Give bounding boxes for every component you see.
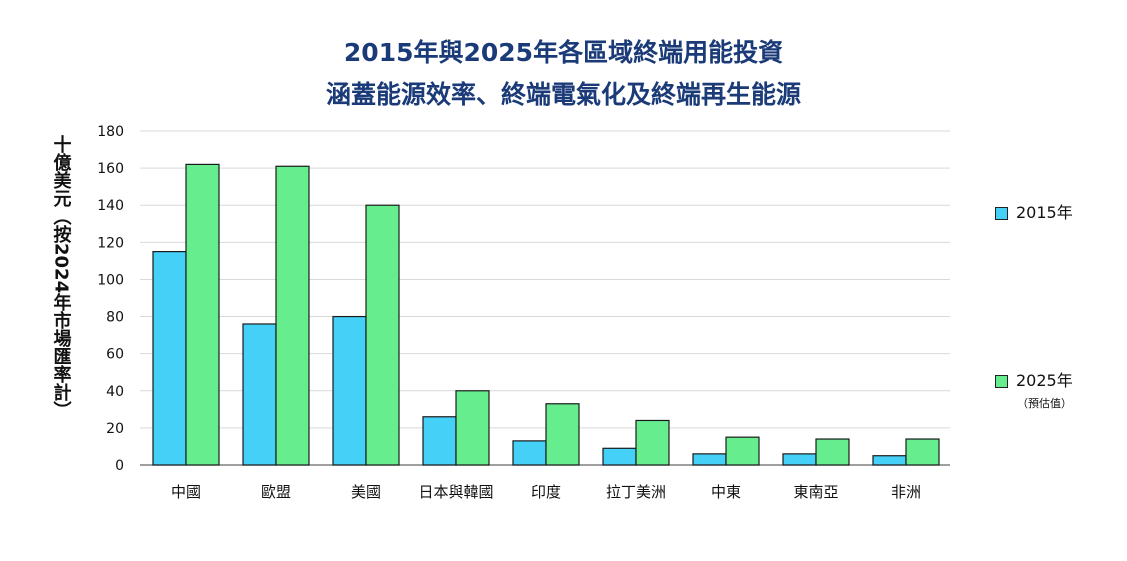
bar-2025 (185, 163, 220, 466)
x-tick-label: 印度 (531, 483, 561, 501)
y-tick-label: 20 (106, 421, 124, 437)
x-tick-label: 東南亞 (793, 483, 838, 501)
x-tick-label: 歐盟 (261, 483, 291, 501)
legend-note-2025: （預估值） (1017, 397, 1072, 410)
bar-2015 (512, 440, 547, 466)
bar-2015 (872, 455, 907, 466)
y-tick-label: 80 (106, 310, 124, 326)
x-tick-label: 中國 (171, 483, 201, 501)
legend-swatch-2015 (995, 207, 1008, 220)
x-tick-label: 拉丁美洲 (606, 483, 666, 501)
y-tick-label: 0 (115, 458, 124, 474)
x-tick-label: 中東 (711, 483, 741, 501)
x-tick-label: 美國 (351, 483, 381, 501)
bar-2025 (635, 419, 670, 466)
y-tick-label: 140 (97, 198, 124, 214)
bar-2025 (365, 204, 400, 466)
bar-2015 (422, 416, 457, 466)
bar-2015 (782, 453, 817, 466)
bar-2015 (602, 447, 637, 466)
y-axis-label-text: 十億美元（按2024年市場匯率計） (50, 135, 72, 420)
bar-2015 (692, 453, 727, 466)
bar-2025 (545, 403, 580, 466)
bar-2015 (332, 315, 367, 466)
bar-2025 (815, 438, 850, 466)
bar-2025 (905, 438, 940, 466)
x-tick-label: 日本與韓國 (418, 483, 493, 501)
y-axis-label: 十億美元（按2024年市場匯率計） (47, 135, 75, 423)
legend-label-2015: 2015年 (1016, 203, 1073, 222)
legend-swatch-2025 (995, 375, 1008, 388)
y-tick-label: 120 (97, 235, 124, 251)
bar-2025 (725, 436, 760, 466)
y-tick-label: 100 (97, 272, 124, 288)
x-tick-label: 非洲 (891, 483, 921, 501)
chart-title-line2: 涵蓋能源效率、終端電氣化及終端再生能源 (325, 80, 801, 109)
bar-2025 (275, 165, 310, 466)
bar-2015 (242, 323, 277, 466)
legend-item-2025: 2025年 （預估值） (995, 367, 1073, 411)
y-tick-label: 160 (97, 161, 124, 177)
y-tick-label: 60 (106, 347, 124, 363)
legend-label-2025: 2025年 (1016, 371, 1073, 390)
legend-item-2015: 2015年 (995, 199, 1073, 223)
bar-2025 (455, 390, 490, 466)
chart-title-line1: 2015年與2025年各區域終端用能投資 (343, 38, 784, 67)
y-tick-label: 180 (97, 124, 124, 140)
bar-2015 (152, 251, 187, 466)
y-tick-label: 40 (106, 384, 124, 400)
